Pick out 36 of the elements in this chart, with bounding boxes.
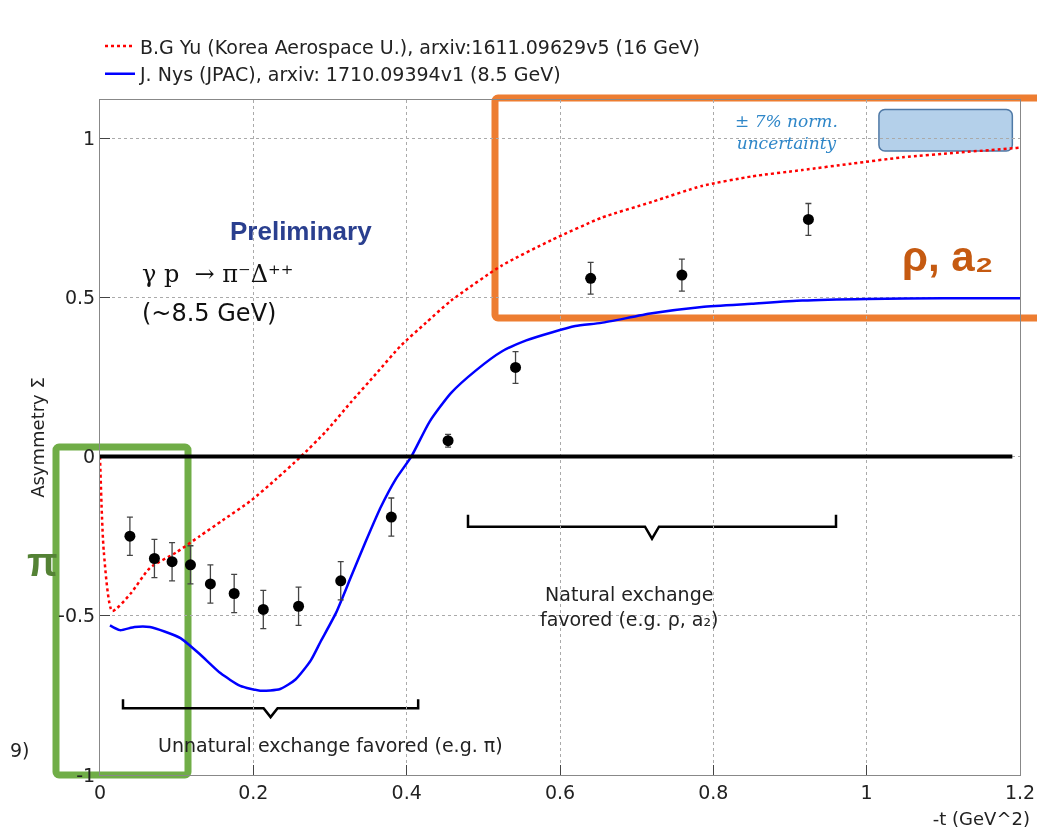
point — [228, 588, 240, 600]
annotation: Preliminary — [230, 216, 373, 246]
text: 9) — [10, 739, 30, 761]
y-tick-label: 0.5 — [64, 286, 96, 309]
annotation: Natural exchange favored (e.g. ρ, a₂) — [540, 583, 719, 630]
annotation: γ p → π⁻Δ⁺⁺ — [142, 260, 294, 288]
x-tick-label: 1.2 — [1004, 780, 1036, 803]
point — [676, 269, 688, 281]
x-tick-label: 0.6 — [544, 780, 576, 803]
x-tick-label: 0.4 — [391, 780, 422, 803]
point — [293, 600, 305, 612]
point — [802, 213, 814, 225]
y-axis-title: Asymmetry Σ — [27, 377, 49, 498]
point — [385, 511, 397, 523]
y-tick-label: 0 — [83, 445, 96, 468]
point — [335, 575, 347, 587]
point — [257, 603, 269, 615]
x-tick-label: 1 — [860, 780, 873, 803]
point — [184, 559, 196, 571]
point — [124, 530, 136, 542]
annotation: ρ, a₂ — [902, 233, 994, 280]
x-tick-label: 0.2 — [238, 780, 269, 803]
line-series — [108, 297, 1020, 692]
point — [510, 361, 522, 373]
y-tick-label: -0.5 — [58, 604, 96, 627]
x-tick-label: 0.8 — [698, 780, 729, 803]
annotation: ± 7% norm. uncertainty — [735, 111, 838, 154]
point — [166, 556, 178, 568]
annotation: (~8.5 GeV) — [142, 299, 277, 327]
y-tick-label: 1 — [83, 126, 96, 149]
x-axis-title: -t (GeV^2) — [932, 808, 1030, 829]
legend-label: J. Nys (JPAC), arxiv: 1710.09394v1 (8.5 GeV) — [139, 63, 561, 86]
legend-label: B.G Yu (Korea Aerospace U.), arxiv:1611.09629v5 (16 GeV) — [140, 35, 700, 58]
point — [585, 272, 597, 284]
point — [204, 578, 216, 590]
point — [148, 552, 160, 564]
